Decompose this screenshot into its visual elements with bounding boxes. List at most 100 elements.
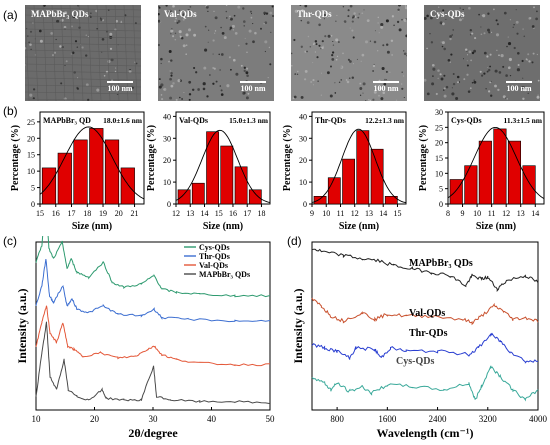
nanoparticle-dot [380, 97, 384, 101]
nanoparticle-dot [116, 93, 119, 96]
nanoparticle-dot [225, 10, 228, 13]
series-line [311, 248, 539, 292]
nanoparticle-dot [233, 14, 236, 17]
y-tick-label: 5 [439, 185, 443, 194]
nanoparticle-dot [338, 81, 341, 84]
nanoparticle-dot [474, 37, 477, 40]
nanoparticle-dot [264, 50, 267, 53]
nanoparticle-dot [29, 43, 32, 46]
nanoparticle-dot [303, 78, 307, 81]
nanoparticle-dot [363, 9, 365, 11]
nanoparticle-dot [85, 83, 89, 87]
nanoparticle-dot [483, 32, 486, 35]
nanoparticle-dot [188, 93, 192, 96]
nanoparticle-dot [456, 75, 460, 79]
y-tick-label: 0 [303, 200, 307, 209]
scale-bar: 100 nm [506, 81, 532, 93]
nanoparticle-dot [335, 58, 338, 61]
nanoparticle-dot [480, 33, 483, 36]
nanoparticle-dot [64, 28, 66, 30]
nanoparticle-dot [307, 35, 310, 38]
nanoparticle-dot [158, 6, 161, 9]
nanoparticle-dot [358, 13, 360, 15]
nanoparticle-dot [471, 81, 474, 84]
histogram-val: 12 13 14 15 16 17 18 0 10 20 30 40 Size (nm) Percenta… [146, 111, 271, 232]
x-tick-label: 16 [229, 209, 237, 218]
nanoparticle-dot [385, 43, 389, 46]
nanoparticle-dot [203, 66, 207, 70]
plot-frame [35, 241, 271, 411]
nanoparticle-dot [451, 92, 455, 96]
nanoparticle-dot [402, 75, 405, 77]
nanoparticle-dot [176, 21, 179, 24]
nanoparticle-dot [168, 50, 172, 53]
nanoparticle-dot [310, 80, 313, 84]
nanoparticle-dot [226, 17, 228, 19]
nanoparticle-dot [377, 50, 379, 52]
nanoparticle-dot [347, 15, 350, 18]
nanoparticle-dot [347, 58, 350, 61]
nanoparticle-dot [158, 43, 160, 47]
nanoparticle-dot [426, 14, 429, 18]
histogram-bar [120, 167, 135, 205]
nanoparticle-dot [513, 24, 515, 26]
nanoparticle-dot [366, 19, 370, 23]
histogram-bar [89, 128, 104, 205]
nanoparticle-dot [503, 11, 507, 15]
nanoparticle-dot [527, 92, 529, 95]
series-line [311, 297, 539, 326]
nanoparticle-dot [249, 10, 252, 13]
scale-bar-text: 100 nm [240, 84, 266, 93]
nanoparticle-dot [299, 5, 302, 6]
nanoparticle-dot [463, 78, 466, 81]
series-line [35, 321, 271, 405]
nanoparticle-dot [115, 19, 119, 23]
nanoparticle-dot [301, 9, 304, 12]
nanoparticle-dot [63, 25, 67, 29]
nanoparticle-dot [364, 40, 369, 44]
nanoparticle-dot [336, 55, 339, 58]
nanoparticle-dot [179, 96, 181, 99]
nanoparticle-dot [493, 8, 495, 11]
nanoparticle-dot [250, 16, 253, 19]
nanoparticle-dot [293, 95, 297, 99]
lattice-line [87, 5, 93, 101]
nanoparticle-dot [506, 98, 508, 100]
lattice-line [25, 35, 141, 39]
nanoparticle-dot [445, 18, 447, 20]
nanoparticle-dot [74, 40, 78, 43]
nanoparticle-dot [496, 23, 499, 26]
nanoparticle-dot [291, 64, 293, 67]
nanoparticle-dot [536, 95, 540, 99]
nanoparticle-dot [77, 77, 79, 79]
nanoparticle-dot [352, 63, 354, 65]
nanoparticle-dot [340, 79, 342, 81]
y-tick-label: 0 [167, 200, 171, 209]
nanoparticle-dot [225, 5, 228, 7]
nanoparticle-dot [268, 46, 271, 49]
nanoparticle-dot [116, 90, 118, 92]
nanoparticle-dot [158, 13, 160, 16]
nanoparticle-dot [38, 29, 42, 33]
nanoparticle-dot [386, 50, 390, 54]
histogram-bar [522, 165, 536, 205]
nanoparticle-dot [318, 23, 321, 27]
nanoparticle-dot [304, 69, 308, 73]
nanoparticle-dot [532, 52, 535, 55]
nanoparticle-dot [479, 70, 482, 73]
y-axis-label: Percentage (%) [10, 125, 21, 191]
nanoparticle-dot [71, 25, 73, 28]
nanoparticle-dot [243, 25, 245, 27]
nanoparticle-dot [168, 60, 170, 63]
scale-bar: 100 nm [107, 81, 133, 93]
histogram-bar [507, 140, 521, 205]
nanoparticle-dot [466, 64, 469, 67]
nanoparticle-dot [437, 69, 440, 72]
nanoparticle-dot [524, 89, 527, 92]
nanoparticle-dot [401, 18, 403, 21]
histogram-bar [464, 165, 478, 205]
nanoparticle-dot [96, 88, 100, 92]
nanoparticle-dot [356, 58, 358, 60]
scale-bar-line [240, 81, 266, 83]
y-tick-label: 25 [27, 118, 35, 127]
